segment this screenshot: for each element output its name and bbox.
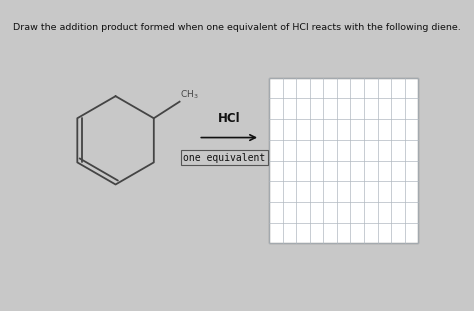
Bar: [269, 78, 418, 244]
Text: Draw the addition product formed when one equivalent of HCl reacts with the foll: Draw the addition product formed when on…: [13, 23, 461, 31]
Text: HCl: HCl: [218, 112, 240, 125]
Text: one equivalent: one equivalent: [183, 153, 266, 163]
Text: CH$_3$: CH$_3$: [181, 88, 199, 101]
